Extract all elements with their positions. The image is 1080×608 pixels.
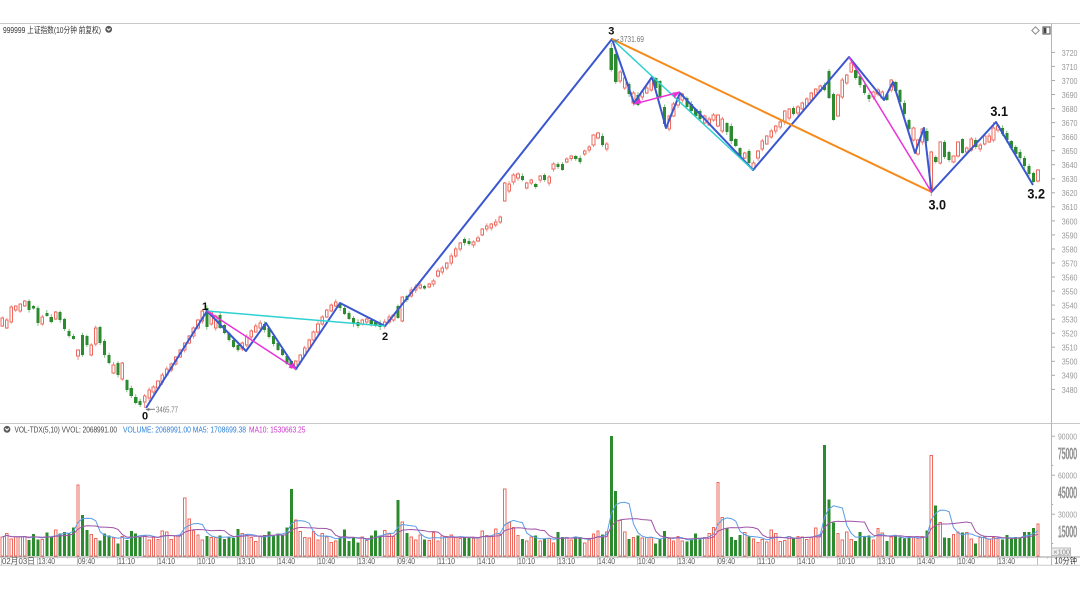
svg-text:10:10: 10:10 <box>198 556 215 566</box>
svg-text:3650: 3650 <box>1062 146 1078 156</box>
svg-text:13:40: 13:40 <box>678 556 695 566</box>
svg-text:3690: 3690 <box>1062 90 1078 100</box>
svg-text:11:10: 11:10 <box>438 556 455 566</box>
svg-text:3600: 3600 <box>1062 216 1078 226</box>
svg-text:15000: 15000 <box>1058 524 1077 541</box>
svg-text:11:10: 11:10 <box>758 556 775 566</box>
svg-text:10:10: 10:10 <box>518 556 535 566</box>
svg-text:3580: 3580 <box>1062 244 1078 254</box>
svg-text:14:10: 14:10 <box>798 556 815 566</box>
svg-text:3510: 3510 <box>1062 343 1078 353</box>
svg-text:10:40: 10:40 <box>638 556 655 566</box>
svg-text:13:10: 13:10 <box>558 556 575 566</box>
svg-text:3720: 3720 <box>1062 48 1078 58</box>
svg-text:3.2: 3.2 <box>1027 185 1045 201</box>
svg-text:3: 3 <box>608 26 614 38</box>
svg-text:14:40: 14:40 <box>278 556 295 566</box>
svg-text:90000: 90000 <box>1058 433 1077 442</box>
svg-text:3560: 3560 <box>1062 272 1078 282</box>
svg-text:3630: 3630 <box>1062 174 1078 184</box>
svg-text:×100: ×100 <box>1053 547 1070 556</box>
svg-text:14:40: 14:40 <box>598 556 615 566</box>
svg-text:02月03日: 02月03日 <box>2 556 35 566</box>
svg-text:VOL-TDX(5,10) VVOL: 2068991.00: VOL-TDX(5,10) VVOL: 2068991.00 <box>15 425 118 435</box>
svg-text:45000: 45000 <box>1058 485 1077 502</box>
svg-text:13:40: 13:40 <box>38 556 55 566</box>
svg-text:3680: 3680 <box>1062 104 1078 114</box>
svg-text:3490: 3490 <box>1062 371 1078 381</box>
svg-text:3731.69: 3731.69 <box>620 35 644 44</box>
svg-text:3540: 3540 <box>1062 301 1078 311</box>
svg-text:14:10: 14:10 <box>158 556 175 566</box>
svg-text:3590: 3590 <box>1062 230 1078 240</box>
svg-text:75000: 75000 <box>1058 446 1077 463</box>
svg-text:13:10: 13:10 <box>238 556 255 566</box>
svg-text:3520: 3520 <box>1062 329 1078 339</box>
svg-text:MA10: 1530663.25: MA10: 1530663.25 <box>249 425 306 435</box>
svg-text:10分钟: 10分钟 <box>1055 556 1078 566</box>
svg-text:3700: 3700 <box>1062 76 1078 86</box>
svg-text:10:40: 10:40 <box>958 556 975 566</box>
svg-text:3.0: 3.0 <box>929 197 947 213</box>
svg-text:3480: 3480 <box>1062 385 1078 395</box>
svg-text:3610: 3610 <box>1062 202 1078 212</box>
svg-text:3710: 3710 <box>1062 62 1078 72</box>
svg-text:1: 1 <box>202 301 208 313</box>
svg-text:09:40: 09:40 <box>398 556 415 566</box>
svg-text:3670: 3670 <box>1062 118 1078 128</box>
svg-text:VOLUME: 2068991.00 MA5: 170869: VOLUME: 2068991.00 MA5: 1708699.38 <box>123 425 246 435</box>
svg-text:3.1: 3.1 <box>990 103 1008 119</box>
svg-text:3570: 3570 <box>1062 258 1078 268</box>
svg-text:10:10: 10:10 <box>838 556 855 566</box>
svg-text:3620: 3620 <box>1062 188 1078 198</box>
svg-text:13:10: 13:10 <box>878 556 895 566</box>
svg-text:11:10: 11:10 <box>118 556 135 566</box>
svg-text:14:10: 14:10 <box>478 556 495 566</box>
svg-text:14:40: 14:40 <box>918 556 935 566</box>
svg-text:10:40: 10:40 <box>318 556 335 566</box>
svg-text:30000: 30000 <box>1058 511 1077 520</box>
svg-text:09:40: 09:40 <box>718 556 735 566</box>
svg-text:3550: 3550 <box>1062 287 1078 297</box>
svg-text:13:40: 13:40 <box>998 556 1015 566</box>
svg-text:3640: 3640 <box>1062 160 1078 170</box>
svg-text:3660: 3660 <box>1062 132 1078 142</box>
svg-text:60000: 60000 <box>1058 472 1077 481</box>
svg-text:3530: 3530 <box>1062 315 1078 325</box>
svg-text:999999 上证指数(10分钟 前复权): 999999 上证指数(10分钟 前复权) <box>3 24 101 35</box>
svg-text:3500: 3500 <box>1062 357 1078 367</box>
svg-text:2: 2 <box>382 331 388 343</box>
svg-text:0: 0 <box>142 411 148 423</box>
svg-text:09:40: 09:40 <box>78 556 95 566</box>
svg-text:3465.77: 3465.77 <box>156 406 178 415</box>
svg-text:13:40: 13:40 <box>358 556 375 566</box>
